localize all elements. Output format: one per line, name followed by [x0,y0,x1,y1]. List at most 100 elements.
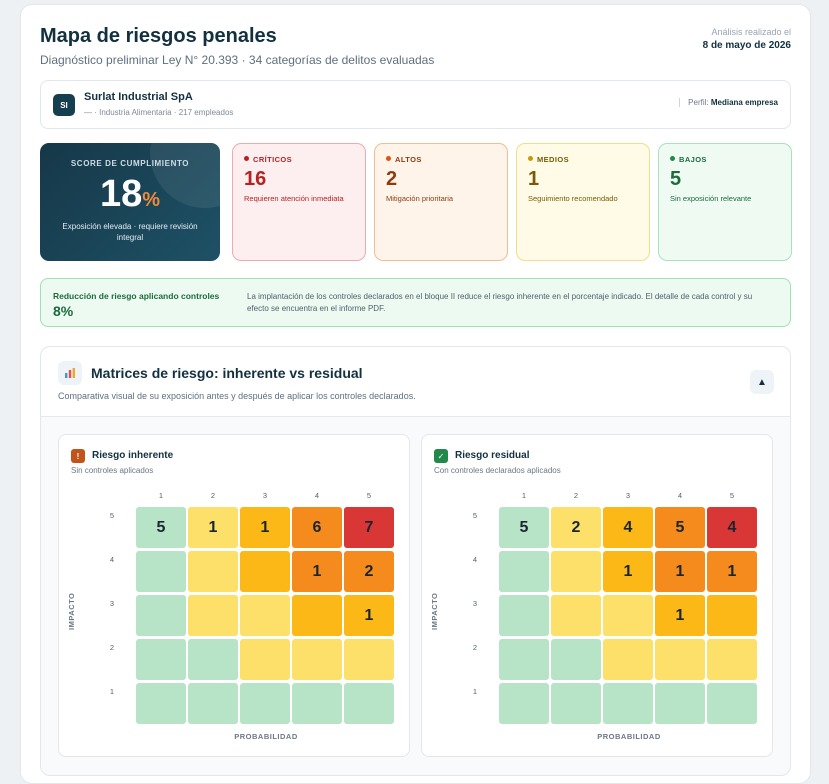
matrix-cell[interactable] [603,639,653,680]
reduction-label: Reducción de riesgo aplicando controles [53,291,220,301]
matrix-cell[interactable] [136,551,186,592]
matrix-cell[interactable] [707,683,757,724]
score-description: Exposición elevada · requiere revisión i… [62,222,198,242]
stat-note: Sin exposición relevante [670,194,752,203]
stat-value: 16 [244,168,267,190]
matrix-cell[interactable]: 1 [240,507,290,548]
chevron-up-icon[interactable]: ▲ [750,370,774,394]
matrix-cell[interactable] [188,595,238,636]
matrix-cell[interactable]: 1 [344,595,394,636]
matrix-cell[interactable]: 5 [499,507,549,548]
matrix-cell[interactable]: 1 [655,551,705,592]
matrix-cell[interactable]: 1 [603,551,653,592]
status-dot-icon [386,156,391,161]
impact-axis-label: IMPACTO [67,592,76,630]
matrix-cell[interactable] [240,639,290,680]
score-label: SCORE DE CUMPLIMIENTO [70,159,190,168]
matrix-cell[interactable] [603,595,653,636]
risk-matrices-section: Matrices de riesgo: inherente vs residua… [40,346,791,776]
matrix-cell[interactable] [344,639,394,680]
matrix-cell[interactable] [292,639,342,680]
matrix-cell[interactable]: 2 [344,551,394,592]
stat-label-text: MEDIOS [537,155,569,164]
matrix-cell[interactable]: 1 [292,551,342,592]
matrix-cell[interactable]: 6 [292,507,342,548]
matrix-cell[interactable]: 5 [655,507,705,548]
matrix-cell[interactable]: 7 [344,507,394,548]
matrix-cell[interactable] [240,683,290,724]
matrix-cell[interactable] [655,639,705,680]
matrix-cell[interactable] [136,683,186,724]
page-subtitle: Diagnóstico preliminar Ley N° 20.393 · 3… [40,53,435,67]
matrix-title: Riesgo inherente [92,450,174,461]
matrix-cell[interactable] [136,595,186,636]
company-avatar: SI [53,94,75,116]
probability-label: 3 [262,491,268,500]
analysis-date: 8 de mayo de 2026 [702,40,791,51]
matrix-cell[interactable] [188,683,238,724]
matrix-cell[interactable] [499,595,549,636]
impact-label: 4 [472,555,478,564]
matrix-cell[interactable]: 2 [551,507,601,548]
probability-axis-label: PROBABILIDAD [234,732,298,741]
matrix-cell[interactable]: 4 [707,507,757,548]
company-name: Surlat Industrial SpA [84,91,193,103]
matrix-cell[interactable] [188,639,238,680]
matrix-subtitle: Sin controles aplicados [71,466,154,475]
company-profile: Perfil: Mediana empresa [679,98,778,107]
impact-label: 4 [109,555,115,564]
matrix-cell[interactable]: 1 [655,595,705,636]
matrix-cell[interactable]: 1 [188,507,238,548]
status-dot-icon [244,156,249,161]
company-meta: — · Industria Alimentaria · 217 empleado… [84,108,234,117]
inherent-risk-matrix: ! Riesgo inherente Sin controles aplicados… [58,434,410,757]
stat-label: CRÍTICOS [244,155,292,164]
score-unit: % [142,189,161,211]
impact-label: 3 [472,599,478,608]
profile-value: Mediana empresa [710,98,778,107]
matrix-cell[interactable] [499,639,549,680]
stat-label: ALTOS [386,155,422,164]
matrix-cell[interactable] [551,551,601,592]
impact-axis-label: IMPACTO [430,592,439,630]
profile-label: Perfil: [688,98,709,107]
matrix-cell[interactable] [240,595,290,636]
matrix-cell[interactable] [499,683,549,724]
matrix-cell[interactable] [551,683,601,724]
matrix-cell[interactable] [292,683,342,724]
impact-label: 5 [109,511,115,520]
matrices-title: Matrices de riesgo: inherente vs residua… [91,365,363,381]
risk-stat-críticos: CRÍTICOS 16 Requieren atención inmediata [232,143,366,261]
matrix-cell[interactable] [707,639,757,680]
matrix-cell[interactable]: 1 [707,551,757,592]
matrix-cell[interactable] [292,595,342,636]
risk-reduction-banner: Reducción de riesgo aplicando controles … [40,278,791,327]
matrix-cell[interactable] [136,639,186,680]
warning-icon: ! [71,449,85,463]
stat-note: Requieren atención inmediata [244,194,344,203]
matrix-cell[interactable] [188,551,238,592]
matrix-cell[interactable] [655,683,705,724]
impact-label: 1 [109,687,115,696]
matrix-cell[interactable]: 5 [136,507,186,548]
probability-label: 1 [521,491,527,500]
risk-map-card: Mapa de riesgos penales Diagnóstico prel… [20,4,811,784]
matrix-cell[interactable] [551,595,601,636]
score-number: 18 [99,173,143,215]
impact-label: 3 [109,599,115,608]
matrix-cell[interactable] [240,551,290,592]
matrices-header: Matrices de riesgo: inherente vs residua… [41,347,790,417]
risk-stat-medios: MEDIOS 1 Seguimiento recomendado [516,143,650,261]
matrix-cell[interactable] [603,683,653,724]
page-title: Mapa de riesgos penales [40,25,277,47]
probability-label: 4 [677,491,683,500]
company-info-bar: SI Surlat Industrial SpA — · Industria A… [40,80,791,129]
matrix-cell[interactable] [344,683,394,724]
stat-value: 2 [386,168,398,190]
status-dot-icon [670,156,675,161]
matrix-cell[interactable] [551,639,601,680]
matrix-cell[interactable]: 4 [603,507,653,548]
matrix-cell[interactable] [499,551,549,592]
matrix-cell[interactable] [707,595,757,636]
probability-label: 5 [729,491,735,500]
